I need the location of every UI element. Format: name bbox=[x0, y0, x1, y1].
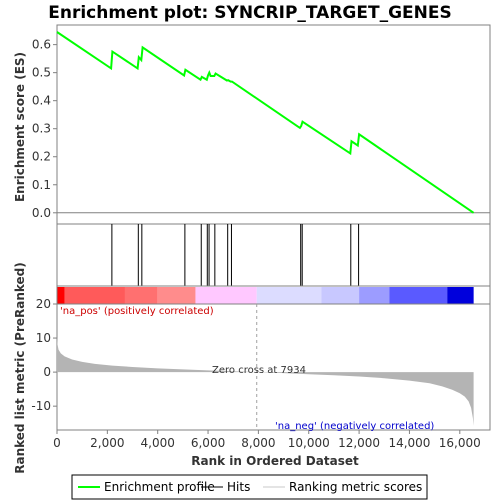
x-tick-label: 10,000 bbox=[288, 436, 330, 450]
es-y-tick-label: 0.6 bbox=[32, 38, 51, 52]
x-tick-label: 8,000 bbox=[241, 436, 275, 450]
es-y-tick-label: 0.4 bbox=[32, 94, 51, 108]
x-tick-label: 6,000 bbox=[191, 436, 225, 450]
legend-label: Ranking metric scores bbox=[289, 480, 422, 494]
chart-title: Enrichment plot: SYNCRIP_TARGET_GENES bbox=[48, 3, 451, 23]
es-panel-frame bbox=[56, 24, 491, 225]
pos-correlated-label: 'na_pos' (positively correlated) bbox=[60, 306, 214, 317]
rank-bar-segment bbox=[57, 287, 65, 304]
x-tick-label: 0 bbox=[53, 436, 61, 450]
legend-label: Enrichment profile bbox=[104, 480, 215, 494]
x-tick-label: 12,000 bbox=[338, 436, 380, 450]
metric-y-tick-label: 0 bbox=[43, 365, 51, 379]
rank-bar-segment bbox=[64, 287, 125, 304]
rank-bar-segment bbox=[195, 287, 257, 304]
x-tick-label: 16,000 bbox=[439, 436, 481, 450]
rank-bar-segment bbox=[321, 287, 360, 304]
es-axis-title: Enrichment score (ES) bbox=[13, 52, 27, 202]
neg-correlated-label: 'na_neg' (negatively correlated) bbox=[275, 421, 434, 432]
rank-bar-segment bbox=[447, 287, 474, 304]
es-y-tick-label: 0.2 bbox=[32, 150, 51, 164]
enrichment-profile-line bbox=[56, 31, 475, 214]
legend-box bbox=[71, 474, 428, 500]
es-y-tick-label: 0.1 bbox=[32, 178, 51, 192]
hits-panel-frame bbox=[56, 223, 491, 287]
es-y-tick-label: 0.0 bbox=[32, 206, 51, 220]
es-y-tick-label: 0.3 bbox=[32, 122, 51, 136]
x-tick-label: 4,000 bbox=[141, 436, 175, 450]
rank-color-bar bbox=[57, 287, 474, 304]
x-axis: 0 2,000 4,000 6,000 8,000 10,000 12,000 14,000 1… bbox=[53, 430, 481, 450]
hits-marks bbox=[111, 224, 360, 286]
x-tick-label: 14,000 bbox=[388, 436, 430, 450]
x-tick-label: 2,000 bbox=[90, 436, 124, 450]
metric-axis-title: Ranked list metric (PreRanked) bbox=[13, 262, 27, 474]
legend: Enrichment profile Hits Ranking metric sco… bbox=[78, 480, 422, 494]
es-y-tick-label: 0.5 bbox=[32, 66, 51, 80]
metric-y-axis: -10 0 10 20 bbox=[31, 297, 57, 413]
metric-y-tick-label: -10 bbox=[31, 399, 51, 413]
zero-cross-label: Zero cross at 7934 bbox=[212, 365, 306, 376]
metric-y-tick-label: 20 bbox=[36, 297, 51, 311]
rank-bar-segment bbox=[256, 287, 322, 304]
rank-bar-segment bbox=[359, 287, 390, 304]
es-y-axis: 0.0 0.1 0.2 0.3 0.4 0.5 0.6 bbox=[32, 38, 57, 220]
metric-y-tick-label: 10 bbox=[36, 331, 51, 345]
rank-bar-segment bbox=[124, 287, 158, 304]
rank-bar-segment bbox=[157, 287, 196, 304]
rank-bar-segment bbox=[389, 287, 448, 304]
x-axis-title: Rank in Ordered Dataset bbox=[191, 454, 359, 468]
legend-label: Hits bbox=[227, 480, 250, 494]
